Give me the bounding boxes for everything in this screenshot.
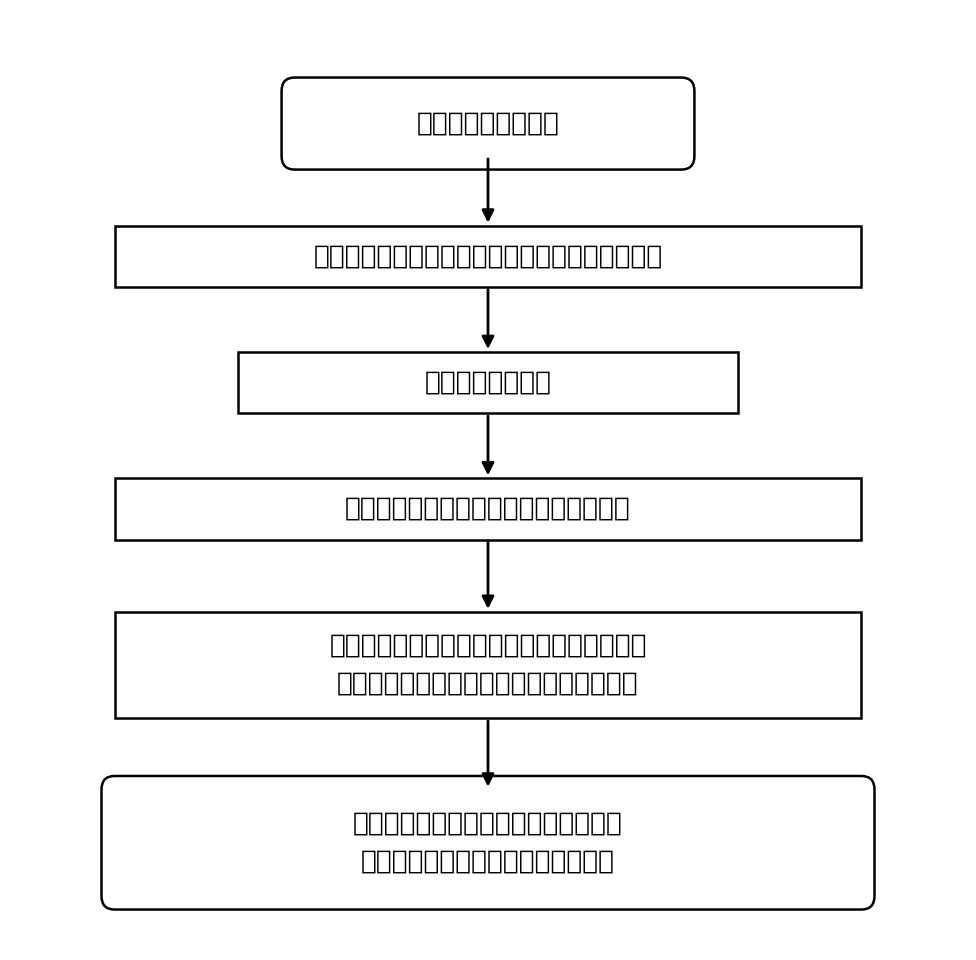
FancyBboxPatch shape (238, 352, 738, 413)
FancyBboxPatch shape (115, 478, 861, 540)
FancyBboxPatch shape (102, 776, 874, 909)
FancyBboxPatch shape (115, 226, 861, 287)
FancyBboxPatch shape (282, 78, 695, 170)
Text: 对非均质特征分布直方图分析，计算均值、均
质系数、方差、峰值大小和品质因子等参数: 对非均质特征分布直方图分析，计算均值、均 质系数、方差、峰值大小和品质因子等参数 (329, 633, 647, 697)
Text: 应用地层因素公式将各深度点电阻率转化为孔隙度: 应用地层因素公式将各深度点电阻率转化为孔隙度 (313, 243, 663, 269)
Text: 输出非均质特征参数，进行岩性识别、
储层有效性分类和剩余油分布等研究: 输出非均质特征参数，进行岩性识别、 储层有效性分类和剩余油分布等研究 (353, 811, 623, 875)
FancyBboxPatch shape (115, 612, 861, 718)
Text: 剔除孔隙度异常值: 剔除孔隙度异常值 (425, 370, 551, 396)
Text: 统计孔隙度分布特征，建立非均质特征谱: 统计孔隙度分布特征，建立非均质特征谱 (346, 496, 630, 522)
Text: 电阻率成像测井资料: 电阻率成像测井资料 (417, 110, 559, 136)
